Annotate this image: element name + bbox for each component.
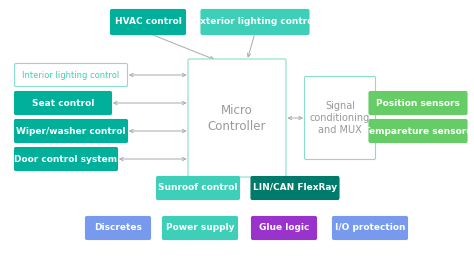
FancyBboxPatch shape [15,63,128,87]
Text: Interior lighting control: Interior lighting control [22,70,119,80]
FancyBboxPatch shape [369,120,467,143]
FancyBboxPatch shape [304,77,375,159]
FancyBboxPatch shape [110,9,185,35]
FancyBboxPatch shape [188,59,286,177]
FancyBboxPatch shape [252,217,317,240]
Text: Seat control: Seat control [32,99,94,108]
Text: I/O protection: I/O protection [335,223,405,232]
Text: Wiper/washer control: Wiper/washer control [16,126,126,135]
FancyBboxPatch shape [369,91,467,114]
FancyBboxPatch shape [201,9,309,35]
FancyBboxPatch shape [15,147,118,170]
Text: Position sensors: Position sensors [376,99,460,108]
Text: Discretes: Discretes [94,223,142,232]
FancyBboxPatch shape [15,120,128,143]
Text: Sunroof control: Sunroof control [158,184,238,193]
FancyBboxPatch shape [85,217,151,240]
FancyBboxPatch shape [332,217,408,240]
Text: LIN/CAN FlexRay: LIN/CAN FlexRay [253,184,337,193]
Text: Tempareture sensore: Tempareture sensore [364,126,472,135]
FancyBboxPatch shape [156,176,239,199]
Text: HVAC control: HVAC control [115,17,182,27]
Text: Exterior lighting control: Exterior lighting control [194,17,316,27]
Text: Signal
conditioning
and MUX: Signal conditioning and MUX [310,101,370,135]
Text: Micro
Controller: Micro Controller [208,103,266,133]
Text: Power supply: Power supply [166,223,234,232]
FancyBboxPatch shape [251,176,339,199]
Text: Door control system: Door control system [14,155,118,164]
Text: Glue logic: Glue logic [259,223,309,232]
FancyBboxPatch shape [15,91,111,114]
FancyBboxPatch shape [163,217,237,240]
